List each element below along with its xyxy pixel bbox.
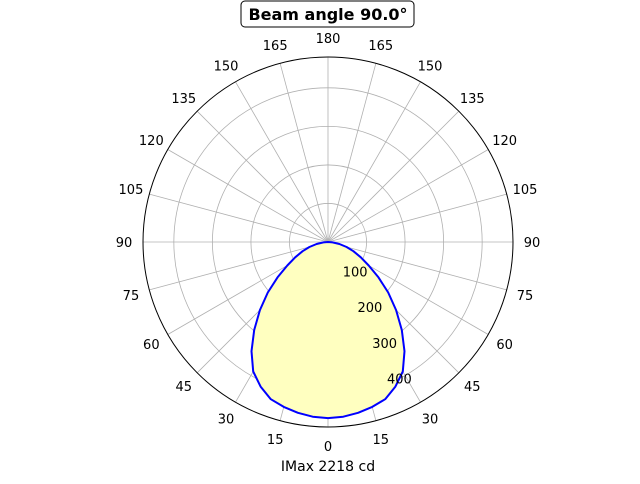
grid-spoke [149,241,329,291]
grid-spoke [327,193,507,243]
grid-spoke [196,110,329,243]
intensity-fill [251,242,405,419]
theta-tick-label: 15 [373,433,390,448]
grid-spoke [327,241,507,291]
grid-spoke [327,110,460,243]
series [250,241,406,420]
theta-tick-label: 90 [116,236,133,251]
theta-tick-label: 45 [175,380,192,395]
grid-spoke [235,81,329,243]
grid-spoke [279,63,329,243]
theta-tick-label: 105 [513,183,538,198]
r-tick-label: 100 [343,266,368,281]
theta-tick-label: 60 [496,338,513,353]
theta-tick-label: 135 [171,92,196,107]
theta-tick-label: 120 [492,134,517,149]
grid-spoke [167,149,329,243]
theta-tick-label: 30 [422,413,439,428]
theta-tick-label: 15 [267,433,284,448]
r-tick-label: 300 [372,337,397,352]
theta-tick-label: 165 [263,39,288,54]
theta-tick-label: 45 [464,380,481,395]
theta-tick-label: 30 [218,413,235,428]
theta-tick-label: 75 [123,289,140,304]
r-tick-label: 400 [387,372,412,387]
intensity-curve [250,241,406,420]
tick-labels: 0 15 15 30 30 45 45 60 60 75 75 90 90 105 105 120 120 135… [116,32,541,455]
grid-spoke [149,193,329,243]
theta-tick-label: 105 [119,183,144,198]
theta-tick-label: 120 [139,134,164,149]
outer-ring [142,56,514,428]
x-axis-label: IMax 2218 cd [281,459,375,475]
theta-tick-label: 90 [524,236,541,251]
title-box [240,0,415,28]
r-tick-label: 200 [357,301,382,316]
theta-tick-label: 165 [368,39,393,54]
theta-tick-label: 135 [460,92,485,107]
theta-tick-label: 0 [324,440,332,455]
theta-tick-label: 180 [316,32,341,47]
theta-tick-label: 150 [418,59,443,74]
grid-spoke [327,81,421,243]
chart-title: Beam angle 90.0° [248,5,407,24]
grid-spoke [327,149,489,243]
grid-spoke [327,63,377,243]
theta-tick-label: 150 [214,59,239,74]
theta-tick-label: 60 [143,338,160,353]
theta-tick-label: 75 [517,289,534,304]
